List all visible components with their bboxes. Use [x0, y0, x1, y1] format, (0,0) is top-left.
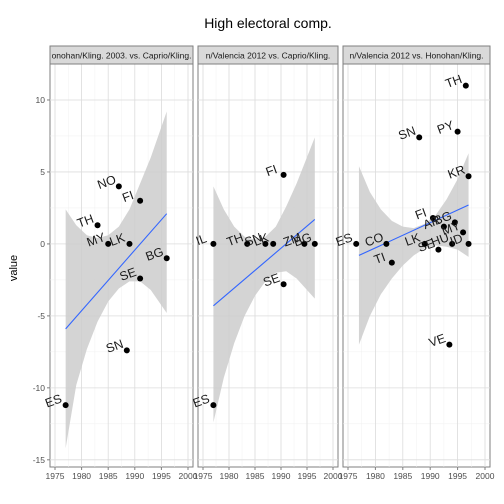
facet-strip-label: onohan/Kling. 2003. vs. Caprio/Kling. — [52, 51, 192, 61]
y-tick-label: -10 — [33, 383, 46, 393]
data-point — [466, 173, 472, 179]
data-point — [389, 260, 395, 266]
y-tick-label: 5 — [40, 167, 45, 177]
x-tick-label: 1975 — [46, 471, 65, 481]
data-point — [463, 83, 469, 89]
data-point — [95, 222, 101, 228]
x-tick-label: 1995 — [152, 471, 171, 481]
x-tick-label: 1975 — [194, 471, 213, 481]
data-point — [270, 241, 276, 247]
data-point — [416, 134, 422, 140]
data-point — [353, 241, 359, 247]
x-tick-label: 1975 — [339, 471, 358, 481]
data-point — [137, 275, 143, 281]
y-tick-label: -15 — [33, 455, 46, 465]
data-point — [124, 347, 130, 353]
x-tick-label: 1980 — [220, 471, 239, 481]
x-tick-label: 1980 — [72, 471, 91, 481]
data-point — [210, 402, 216, 408]
x-tick-label: 1990 — [125, 471, 144, 481]
x-tick-label: 1985 — [246, 471, 265, 481]
x-tick-label: 1990 — [272, 471, 291, 481]
x-tick-label: 1990 — [421, 471, 440, 481]
data-point — [281, 281, 287, 287]
x-tick-label: 1985 — [99, 471, 118, 481]
y-tick-label: -5 — [37, 311, 45, 321]
data-point — [63, 402, 69, 408]
facet-panel: ES COTISNLKFISEARVEHUBGPYMYTHKRIDn/Valenc… — [334, 46, 499, 496]
facet-panel: ILESTHSNLKFISEZMBGn/Valencia 2012 vs. Ca… — [190, 46, 346, 496]
data-point — [455, 129, 461, 135]
x-tick-label: 2000 — [476, 471, 495, 481]
data-point — [126, 241, 132, 247]
chart-title: High electoral comp. — [204, 15, 332, 31]
y-tick-label: 0 — [40, 239, 45, 249]
x-tick-label: 1995 — [448, 471, 467, 481]
y-tick-label: 10 — [36, 95, 46, 105]
y-axis-label: value — [8, 255, 20, 281]
data-point — [210, 241, 216, 247]
data-point — [137, 198, 143, 204]
x-tick-label: 1995 — [298, 471, 317, 481]
x-tick-label: 1980 — [366, 471, 385, 481]
data-point — [466, 241, 472, 247]
facet-panels: -15 -10 -5 0 5 10ESTHMYNOSNLKFISEBGonohan/Kli… — [33, 46, 499, 496]
facet-strip-label: n/Valencia 2012 vs. Honohan/Kling. — [349, 51, 483, 61]
facet-strip-label: n/Valencia 2012 vs. Caprio/Kling. — [206, 51, 331, 61]
x-tick-label: 1985 — [393, 471, 412, 481]
data-point — [446, 342, 452, 348]
data-point — [281, 172, 287, 178]
